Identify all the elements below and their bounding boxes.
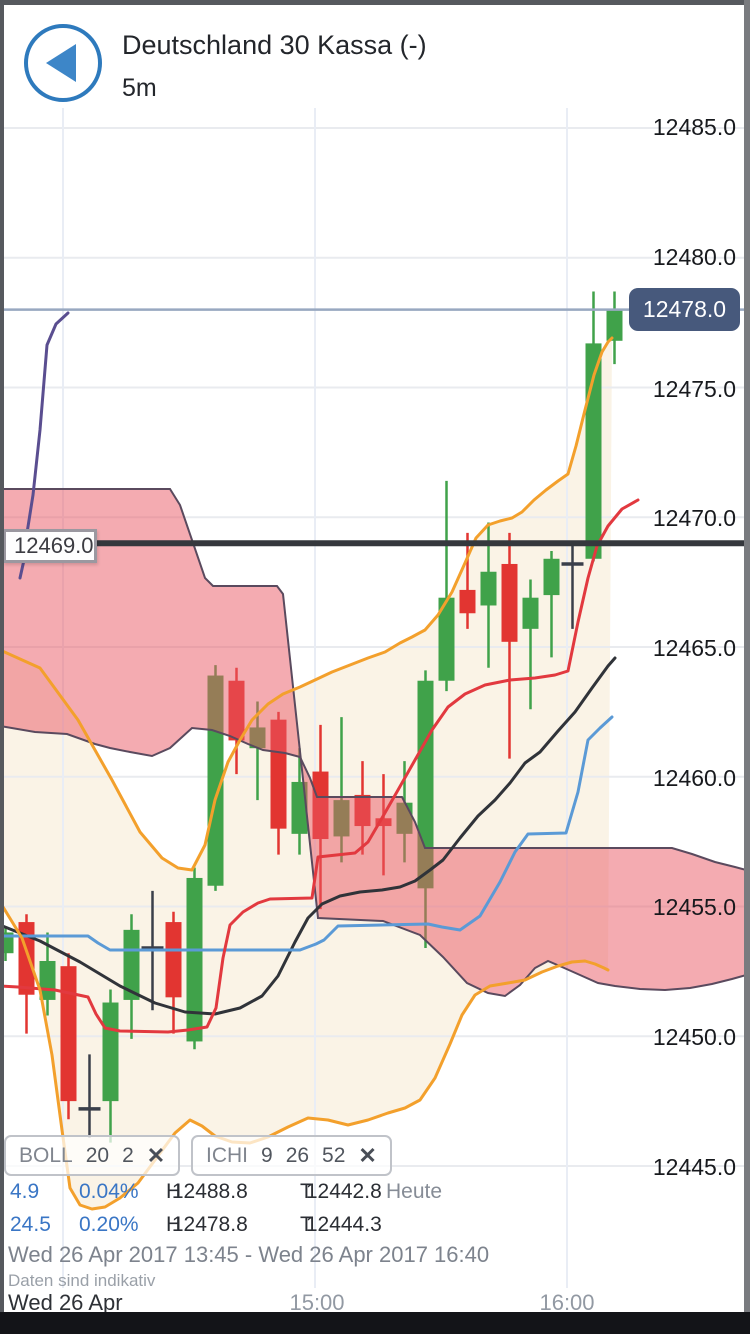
indicator-chip-boll[interactable]: BOLL 20 2 ✕ bbox=[4, 1135, 181, 1176]
disclaimer: Daten sind indikativ bbox=[8, 1271, 156, 1290]
change-value: 4.9 bbox=[10, 1180, 40, 1203]
marked-price-label: 12469.0 bbox=[3, 529, 97, 563]
stats-row-window: 24.5 0.20% H 12478.8 T 12444.3 bbox=[0, 1213, 640, 1237]
close-icon[interactable]: ✕ bbox=[358, 1142, 377, 1168]
low-value: T 12442.8 bbox=[300, 1180, 382, 1203]
y-axis-label: 12475.0 bbox=[652, 376, 736, 402]
last-price-badge: 12478.0 bbox=[629, 288, 740, 331]
price-chart[interactable] bbox=[0, 0, 750, 1292]
indicator-param: 52 bbox=[322, 1143, 346, 1167]
indicator-param: 20 bbox=[85, 1143, 110, 1167]
instrument-title: Deutschland 30 Kassa (-) bbox=[122, 30, 427, 60]
y-axis-label: 12465.0 bbox=[652, 635, 736, 661]
frame-right-edge bbox=[744, 0, 750, 1334]
date-range: Wed 26 Apr 2017 13:45 - Wed 26 Apr 2017 … bbox=[8, 1242, 490, 1267]
y-axis-label: 12460.0 bbox=[652, 765, 736, 791]
indicator-name: BOLL bbox=[19, 1143, 73, 1167]
high-value: H 12488.8 bbox=[166, 1180, 248, 1203]
indicator-name: ICHI bbox=[206, 1143, 248, 1167]
stats-row-today: 4.9 0.04% H 12488.8 T 12442.8 Heute bbox=[0, 1180, 640, 1204]
y-axis-label: 12480.0 bbox=[652, 244, 736, 270]
y-axis-label: 12470.0 bbox=[652, 505, 736, 531]
indicator-chip-ichi[interactable]: ICHI 9 26 52 ✕ bbox=[191, 1135, 392, 1176]
indicator-param: 2 bbox=[122, 1143, 134, 1167]
back-icon bbox=[46, 44, 76, 82]
y-axis-label: 12450.0 bbox=[652, 1024, 736, 1050]
low-value: T 12444.3 bbox=[300, 1213, 382, 1236]
home-bar bbox=[0, 1312, 750, 1334]
back-button[interactable] bbox=[24, 24, 102, 102]
high-value: H 12478.8 bbox=[166, 1213, 248, 1236]
stats-note: Heute bbox=[386, 1180, 443, 1203]
y-axis-label: 12445.0 bbox=[652, 1154, 736, 1180]
change-percent: 0.20% bbox=[79, 1213, 139, 1236]
y-axis-label: 12455.0 bbox=[652, 894, 736, 920]
y-axis-label: 12485.0 bbox=[652, 114, 736, 140]
frame-left-edge bbox=[0, 0, 4, 1334]
timeframe-label: 5m bbox=[122, 74, 157, 102]
x-axis-label: 15:00 bbox=[289, 1290, 345, 1315]
close-icon[interactable]: ✕ bbox=[146, 1142, 166, 1168]
frame-top-edge bbox=[0, 0, 750, 5]
change-percent: 0.04% bbox=[79, 1180, 139, 1203]
indicator-param: 26 bbox=[285, 1143, 310, 1167]
change-value: 24.5 bbox=[10, 1213, 51, 1236]
x-axis-label: 16:00 bbox=[539, 1290, 595, 1315]
x-axis-label-day: Wed 26 Apr bbox=[8, 1290, 123, 1315]
indicator-param: 9 bbox=[261, 1143, 273, 1167]
time-axis: Wed 26 Apr 15:00 16:00 bbox=[0, 1288, 750, 1315]
